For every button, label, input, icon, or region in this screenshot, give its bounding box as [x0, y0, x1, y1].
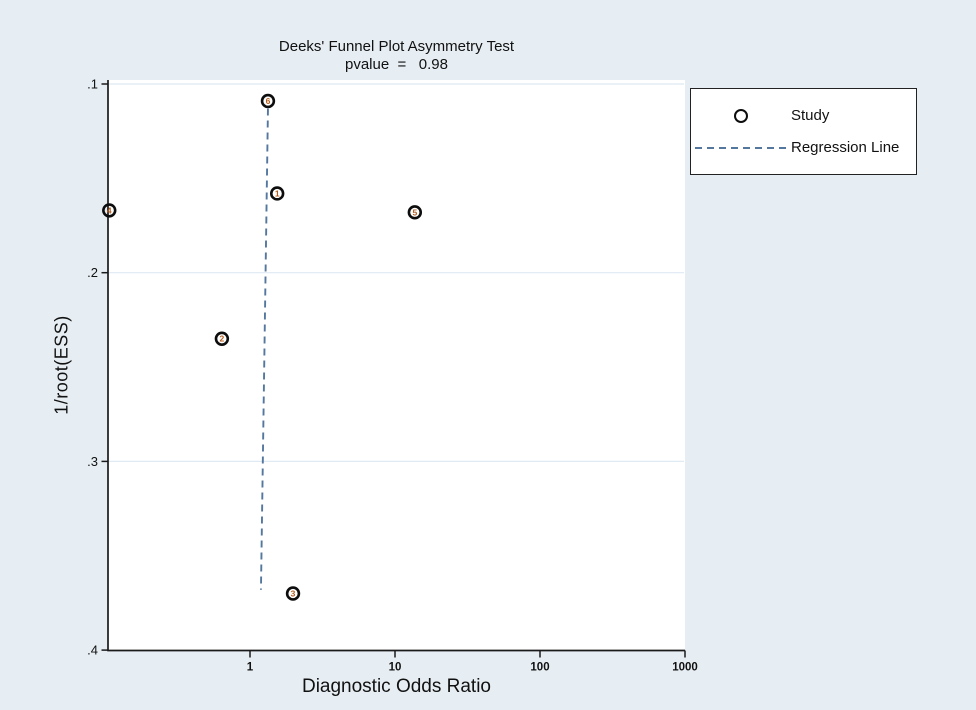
- study-number: 1: [275, 188, 280, 198]
- study-marker: [269, 186, 285, 201]
- plot-area: [108, 80, 685, 651]
- x-tick-label: 100: [530, 662, 549, 674]
- study-number: 3: [291, 588, 296, 598]
- regression-line: [260, 108, 269, 590]
- regression-line-icon: [695, 146, 787, 149]
- x-tick-label: 10: [389, 662, 402, 674]
- y-tick-label: .2: [87, 265, 98, 280]
- y-tick-label: .1: [87, 77, 98, 92]
- study-marker: [407, 205, 423, 220]
- study-number: 5: [412, 207, 417, 217]
- study-number: 4: [107, 205, 112, 215]
- y-tick-label: .3: [87, 454, 98, 469]
- legend-label-study: Study: [791, 106, 830, 124]
- x-axis-title: Diagnostic Odds Ratio: [301, 676, 492, 697]
- study-marker: [102, 203, 117, 218]
- study-number: 6: [266, 96, 271, 106]
- chart-pvalue: pvalue = 0.98: [345, 56, 448, 73]
- legend-label-regression: Regression Line: [791, 138, 900, 156]
- legend-key-regression: [691, 146, 791, 149]
- legend-row-study: Study: [691, 100, 916, 132]
- x-tick-label: 1: [247, 662, 254, 674]
- chart-title-line1: Deeks' Funnel Plot Asymmetry Test: [278, 38, 515, 55]
- study-marker: [214, 331, 230, 346]
- legend-key-study: [691, 108, 791, 123]
- study-marker: [285, 586, 301, 601]
- study-marker: [260, 93, 276, 109]
- chart-title: Deeks' Funnel Plot Asymmetry Test pvalue…: [108, 38, 685, 74]
- legend-row-regression: Regression Line: [691, 132, 916, 164]
- x-tick-label: 1000: [672, 662, 698, 674]
- study-marker-icon: [734, 108, 748, 123]
- study-number: 2: [220, 334, 225, 344]
- legend: Study Regression Line: [690, 88, 917, 175]
- y-tick-label: .4: [87, 643, 98, 658]
